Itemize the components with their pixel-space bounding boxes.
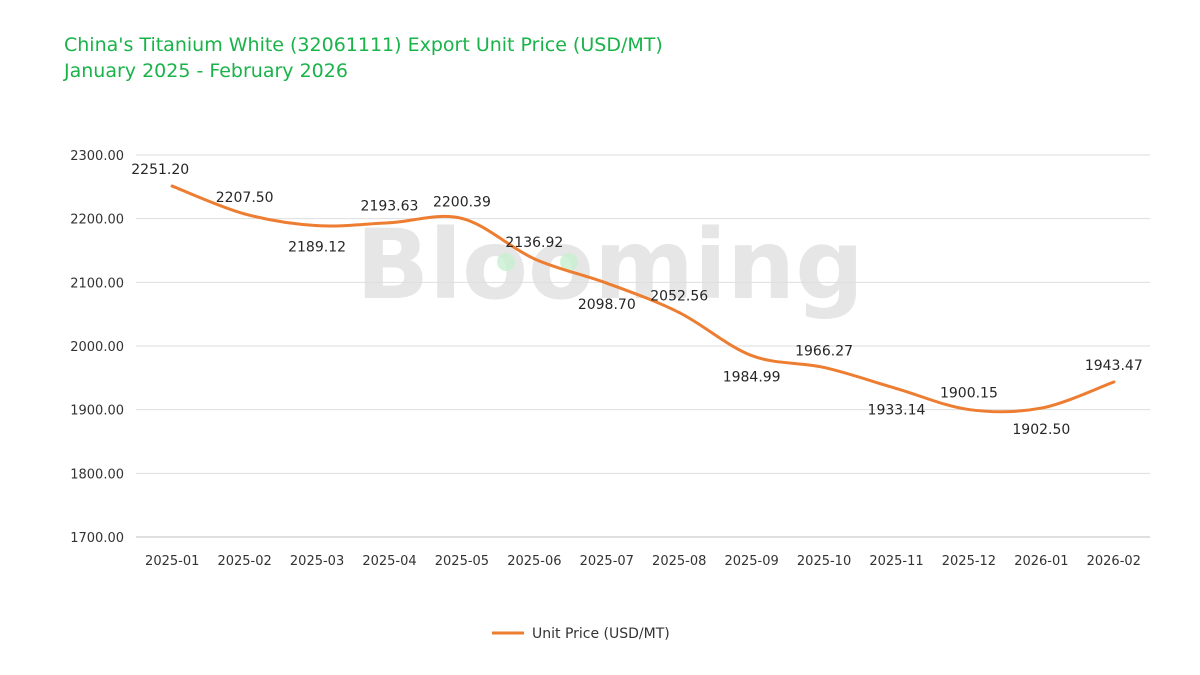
x-tick-label: 2025-02	[217, 554, 271, 569]
data-point	[1039, 406, 1043, 410]
data-point	[1112, 380, 1116, 384]
x-tick-label: 2025-06	[507, 554, 561, 569]
x-tick-label: 2025-07	[580, 554, 634, 569]
y-tick-label: 1800.00	[70, 467, 124, 482]
x-tick-label: 2025-09	[724, 554, 778, 569]
data-label: 1902.50	[1012, 422, 1070, 438]
data-label: 2098.70	[578, 297, 636, 313]
x-tick-label: 2025-05	[435, 554, 489, 569]
y-tick-label: 2300.00	[70, 149, 124, 164]
data-label: 1933.14	[868, 403, 926, 419]
data-label: 2136.92	[505, 235, 563, 251]
data-label: 2193.63	[361, 199, 419, 215]
y-tick-label: 2200.00	[70, 213, 124, 228]
x-tick-label: 2025-03	[290, 554, 344, 569]
x-tick-label: 2025-08	[652, 554, 706, 569]
y-tick-label: 2100.00	[70, 276, 124, 291]
data-point	[460, 216, 464, 220]
data-point	[677, 311, 681, 315]
data-point	[605, 281, 609, 285]
data-label: 1943.47	[1085, 358, 1143, 374]
chart-subtitle: January 2025 - February 2026	[64, 60, 348, 82]
x-tick-label: 2026-02	[1087, 554, 1141, 569]
data-point	[170, 184, 174, 188]
data-label: 2189.12	[288, 240, 346, 256]
data-label: 1966.27	[795, 343, 853, 359]
x-tick-label: 2026-01	[1014, 554, 1068, 569]
data-point	[895, 387, 898, 391]
data-point	[822, 365, 826, 369]
data-point	[750, 354, 754, 358]
data-point	[315, 224, 319, 228]
data-label: 2052.56	[650, 289, 708, 305]
data-label: 2200.39	[433, 194, 491, 210]
data-point	[532, 257, 536, 261]
x-tick-label: 2025-10	[797, 554, 851, 569]
x-tick-label: 2025-12	[942, 554, 996, 569]
legend-label: Unit Price (USD/MT)	[532, 626, 670, 642]
series-line-unit-price	[170, 184, 1116, 414]
chart-title: China's Titanium White (32061111) Export…	[64, 34, 663, 56]
data-point	[967, 408, 971, 412]
data-label: 2251.20	[131, 162, 189, 178]
y-tick-label: 1700.00	[70, 531, 124, 546]
x-tick-label: 2025-11	[869, 554, 923, 569]
chart-title-block: China's Titanium White (32061111) Export…	[64, 32, 663, 84]
y-tick-label: 2000.00	[70, 340, 124, 355]
data-label: 1984.99	[723, 370, 781, 386]
y-tick-label: 1900.00	[70, 404, 124, 419]
x-tick-label: 2025-04	[362, 554, 416, 569]
watermark-text: Blooming	[356, 209, 864, 321]
data-label: 2207.50	[216, 190, 274, 206]
data-label: 1900.15	[940, 386, 998, 402]
data-point	[388, 221, 391, 225]
watermark-dot-1	[497, 253, 515, 271]
data-point	[243, 212, 247, 216]
watermark-dot-2	[560, 253, 578, 271]
x-tick-label: 2025-01	[145, 554, 199, 569]
